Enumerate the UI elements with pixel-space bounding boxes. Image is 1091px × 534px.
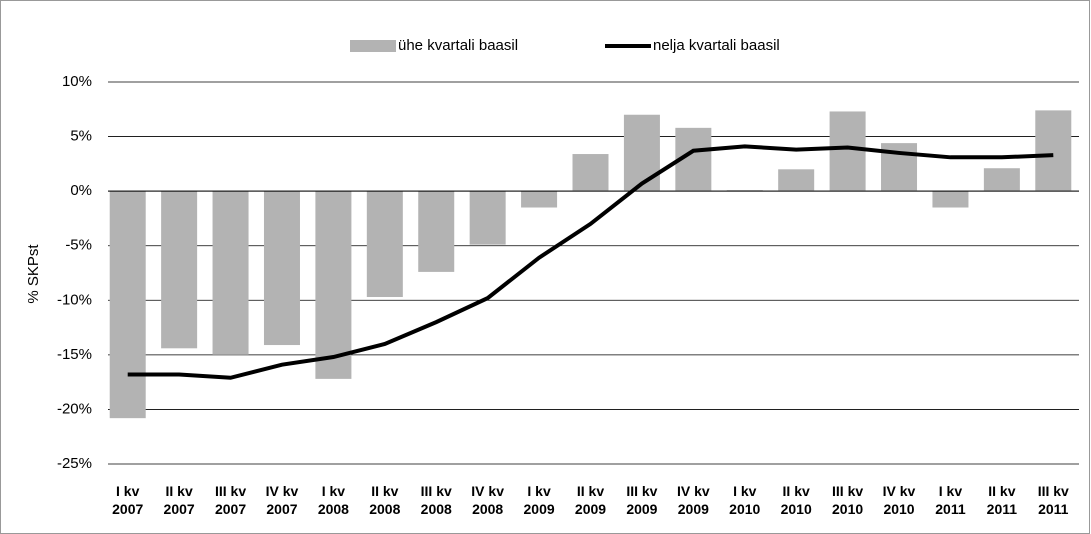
x-tick-label: III kv 2010 — [832, 483, 864, 517]
x-tick-label: III kv 2008 — [420, 483, 452, 517]
bar — [983, 168, 1020, 192]
x-tick-label: III kv 2011 — [1037, 483, 1069, 517]
bar — [572, 154, 609, 192]
bar — [829, 111, 866, 192]
legend-swatch — [350, 40, 396, 52]
x-tick-label: IV kv 2009 — [676, 483, 710, 517]
x-tick-label: I kv 2009 — [523, 483, 555, 517]
x-tick-label: II kv 2007 — [163, 483, 195, 517]
y-tick-label: -20% — [57, 400, 92, 417]
x-tick-label: II kv 2010 — [780, 483, 812, 517]
x-tick-label: II kv 2009 — [574, 483, 607, 517]
bar — [212, 191, 249, 355]
x-tick-label: I kv 2010 — [729, 483, 761, 517]
bar — [366, 191, 403, 298]
bar — [1035, 110, 1072, 192]
legend-label: nelja kvartali baasil — [653, 37, 780, 54]
x-tick-label: I kv 2008 — [317, 483, 349, 517]
x-tick-label: IV kv 2008 — [471, 483, 504, 517]
bar — [418, 191, 455, 272]
x-tick-label: IV kv 2010 — [882, 483, 916, 517]
y-tick-label: 5% — [70, 128, 92, 145]
y-axis-label: % SKPst — [25, 244, 42, 304]
bar — [623, 114, 660, 192]
x-tick-label: III kv 2007 — [214, 483, 247, 517]
y-tick-label: -5% — [65, 237, 92, 254]
bar — [521, 191, 558, 208]
legend-label: ühe kvartali baasil — [398, 37, 518, 54]
line — [127, 144, 1054, 380]
x-tick-label: III kv 2009 — [626, 483, 658, 517]
y-tick-label: -15% — [57, 346, 92, 363]
bar — [263, 191, 300, 346]
x-tick-label: IV kv 2007 — [265, 483, 299, 517]
y-tick-label: -10% — [57, 291, 92, 308]
x-tick-label: II kv 2011 — [986, 483, 1018, 517]
bar — [109, 191, 146, 419]
bar — [726, 190, 763, 192]
x-tick-label: I kv 2011 — [935, 483, 966, 517]
y-tick-label: -25% — [57, 455, 92, 472]
x-tick-label: I kv 2007 — [112, 483, 144, 517]
x-tick-label: II kv 2008 — [369, 483, 401, 517]
bar — [932, 191, 969, 208]
y-tick-label: 10% — [62, 73, 92, 90]
y-tick-label: 0% — [70, 182, 92, 199]
bar — [778, 169, 815, 192]
bar — [315, 191, 352, 379]
bar — [469, 191, 506, 245]
bar — [161, 191, 198, 349]
